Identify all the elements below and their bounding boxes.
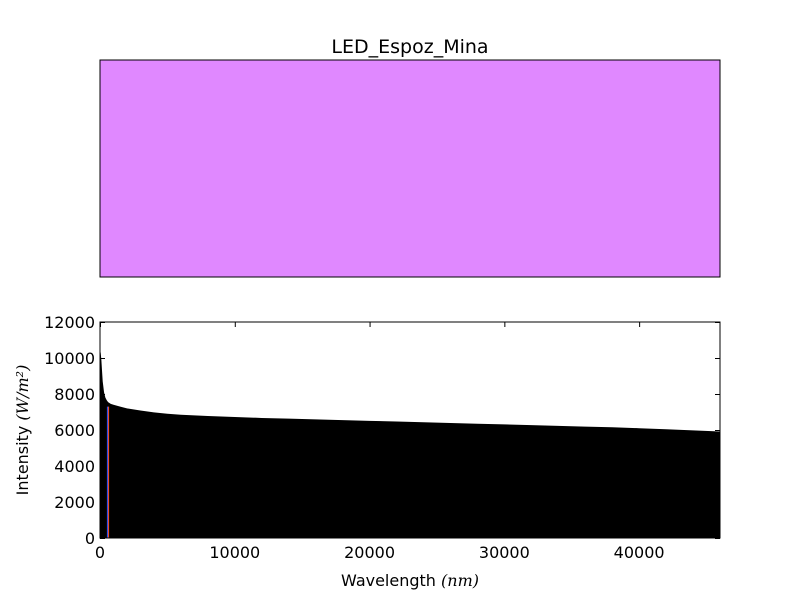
x-tick-label-1: 10000 xyxy=(209,543,260,562)
x-tick-label-3: 30000 xyxy=(479,543,530,562)
x-axis: 0 10000 20000 30000 40000 xyxy=(95,322,665,562)
y-tick-label-0: 0 xyxy=(85,529,95,548)
x-tick-label-0: 0 xyxy=(95,543,105,562)
x-tick-label-4: 40000 xyxy=(614,543,665,562)
y-tick-label-5: 10000 xyxy=(44,349,95,368)
y-tick-label-3: 6000 xyxy=(54,421,95,440)
y-axis-label-text: Intensity xyxy=(13,421,32,496)
led-color-swatch xyxy=(99,59,721,278)
y-axis-label-unit: (W/m²) xyxy=(13,365,32,421)
y-tick-label-1: 2000 xyxy=(54,493,95,512)
y-tick-label-2: 4000 xyxy=(54,457,95,476)
swatch-title: LED_Espoz_Mina xyxy=(331,36,488,58)
y-tick-label-6: 12000 xyxy=(44,313,95,332)
y-axis-label: Intensity (W/m²) xyxy=(13,365,32,496)
x-axis-label-text: Wavelength xyxy=(341,571,441,590)
y-axis: 0 2000 4000 6000 8000 10000 12000 xyxy=(44,313,720,548)
y-tick-label-4: 8000 xyxy=(54,385,95,404)
x-axis-label: Wavelength (nm) xyxy=(341,571,479,590)
x-tick-label-2: 20000 xyxy=(344,543,395,562)
spectrum-plot: 0 10000 20000 30000 40000 0 2000 4000 6000 8000 1… xyxy=(44,313,721,562)
x-axis-label-unit: (nm) xyxy=(441,571,479,590)
spectrum-area-series-0 xyxy=(100,350,720,538)
spectrum-area-layer xyxy=(100,350,720,538)
emission-lines-layer xyxy=(106,406,110,538)
